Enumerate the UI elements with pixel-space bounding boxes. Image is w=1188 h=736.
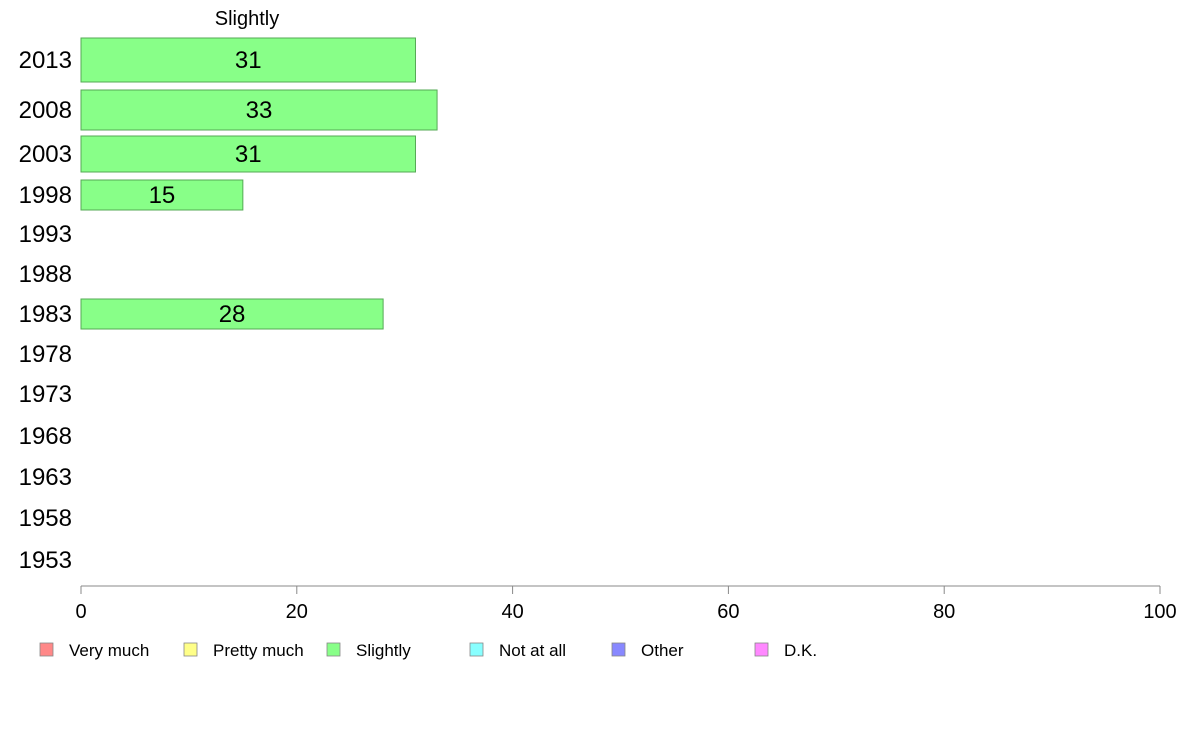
year-label-2003: 2003	[19, 141, 72, 168]
legend-label-very-much: Very much	[69, 641, 149, 660]
bar-2003	[80, 135, 416, 173]
bar-2008	[80, 89, 438, 131]
x-tick-label-20: 20	[286, 601, 308, 623]
legend-swatch-pretty-much	[183, 642, 198, 657]
year-label-1968: 1968	[19, 423, 72, 450]
legend-label-not-at-all: Not at all	[499, 641, 566, 660]
x-tick-label-0: 0	[75, 601, 86, 623]
x-tick-label-80: 80	[933, 601, 955, 623]
year-label-1993: 1993	[19, 221, 72, 248]
x-tick-label-40: 40	[501, 601, 523, 623]
year-label-1963: 1963	[19, 464, 72, 491]
year-label-1988: 1988	[19, 261, 72, 288]
legend-label-d-k: D.K.	[784, 641, 817, 660]
year-label-1983: 1983	[19, 301, 72, 328]
year-label-1998: 1998	[19, 182, 72, 209]
bars-layer: 31 33 31 15 28	[80, 37, 438, 330]
bar-1998	[80, 179, 244, 211]
bar-value-2008: 33	[246, 97, 273, 124]
year-label-1953: 1953	[19, 547, 72, 574]
legend-swatch-slightly	[326, 642, 341, 657]
bar-2013	[80, 37, 416, 83]
legend-swatch-not-at-all	[469, 642, 484, 657]
legend: Very much Pretty much Slightly Not at all Ot…	[39, 641, 817, 660]
legend-label-pretty-much: Pretty much	[213, 641, 304, 660]
year-label-2008: 2008	[19, 97, 72, 124]
legend-label-slightly: Slightly	[356, 641, 411, 660]
legend-label-other: Other	[641, 641, 684, 660]
bar-value-1983: 28	[219, 301, 246, 328]
bar-value-2003: 31	[235, 141, 262, 168]
legend-swatch-other	[611, 642, 626, 657]
year-labels: 2013 2008 2003 1998 1993 1988 1983 1978 1973 1968…	[19, 47, 72, 574]
year-label-2013: 2013	[19, 47, 72, 74]
year-label-1958: 1958	[19, 505, 72, 532]
bar-1983	[80, 298, 384, 330]
year-label-1973: 1973	[19, 381, 72, 408]
year-label-1978: 1978	[19, 341, 72, 368]
bar-value-1998: 15	[149, 182, 176, 209]
x-tick-label-100: 100	[1143, 601, 1176, 623]
panel-title: Slightly	[215, 8, 279, 30]
legend-swatch-d-k	[754, 642, 769, 657]
legend-swatch-very-much	[39, 642, 54, 657]
bar-value-2013: 31	[235, 47, 262, 74]
x-axis: 0 20 40 60 80 100	[75, 585, 1177, 623]
x-tick-label-60: 60	[717, 601, 739, 623]
